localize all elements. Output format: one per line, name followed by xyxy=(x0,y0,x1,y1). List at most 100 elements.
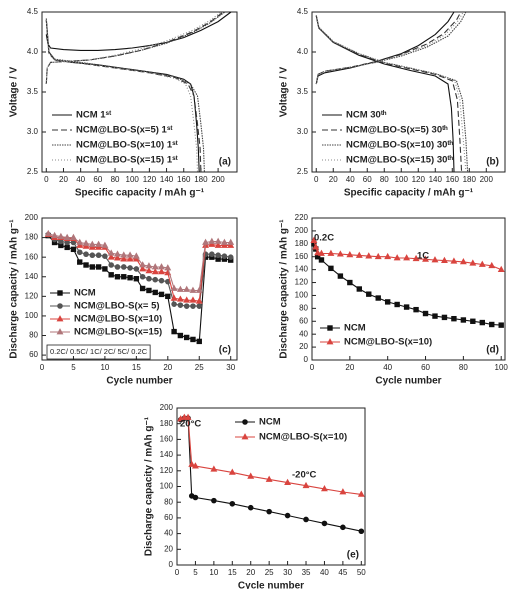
marker xyxy=(314,249,322,256)
marker xyxy=(412,254,420,262)
marker xyxy=(489,321,495,328)
marker xyxy=(152,276,159,283)
marker xyxy=(228,468,236,475)
y-tick-label: 100 xyxy=(25,311,39,320)
marker xyxy=(365,252,373,259)
y-tick-label: 80 xyxy=(164,497,173,506)
y-tick-label: 4.5 xyxy=(27,7,39,16)
y-tick-label: 120 xyxy=(295,278,309,287)
marker xyxy=(326,338,334,345)
marker xyxy=(183,303,190,309)
marker xyxy=(242,419,248,425)
x-tick-label: 5 xyxy=(71,363,76,372)
marker xyxy=(57,232,65,240)
marker xyxy=(158,268,165,275)
marker xyxy=(209,251,215,258)
y-tick-label: 100 xyxy=(160,482,174,491)
legend-label: NCM@LBO-S(x=10) 1ˢᵗ xyxy=(76,140,179,151)
marker xyxy=(158,263,165,270)
marker xyxy=(488,261,496,269)
marker xyxy=(64,244,70,251)
series-line xyxy=(315,11,469,173)
y-tick-label: 200 xyxy=(160,403,174,412)
marker xyxy=(284,512,291,519)
marker xyxy=(191,462,199,469)
x-axis-label: Cycle number xyxy=(375,376,441,387)
x-tick-label: 20 xyxy=(246,568,255,577)
y-axis-label: Discharge capacity / mAh g⁻¹ xyxy=(144,416,155,556)
annotation-box xyxy=(46,344,151,360)
y-tick-label: 60 xyxy=(164,513,173,522)
x-tick-label: 120 xyxy=(143,175,157,184)
x-tick-label: 80 xyxy=(459,363,468,372)
x-tick-label: 200 xyxy=(211,175,225,184)
y-tick-label: 2.5 xyxy=(297,167,309,176)
marker xyxy=(83,251,89,258)
marker xyxy=(176,285,184,292)
y-tick-label: 20 xyxy=(164,544,173,553)
marker xyxy=(211,497,217,504)
y-tick-label: 80 xyxy=(299,303,308,312)
series-line xyxy=(45,11,222,173)
marker xyxy=(145,262,153,269)
x-tick-label: 45 xyxy=(338,568,347,577)
marker xyxy=(321,485,328,492)
marker xyxy=(189,296,197,303)
marker xyxy=(284,478,292,485)
marker xyxy=(89,252,96,259)
x-tick-label: 15 xyxy=(228,568,237,577)
x-tick-label: 160 xyxy=(446,175,460,184)
legend-label: NCM@LBO-S(x=15) 1ˢᵗ xyxy=(76,155,179,166)
y-tick-label: 220 xyxy=(295,213,309,222)
y-tick-label: 40 xyxy=(164,529,173,538)
marker xyxy=(470,318,476,324)
marker xyxy=(120,251,128,258)
x-axis-label: Cycle number xyxy=(238,581,304,589)
y-tick-label: 4.0 xyxy=(297,47,309,56)
y-tick-label: 140 xyxy=(25,272,39,281)
x-tick-label: 50 xyxy=(357,568,366,577)
x-tick-label: 0 xyxy=(310,363,315,372)
marker xyxy=(132,252,140,259)
marker xyxy=(190,336,196,343)
marker xyxy=(479,319,485,326)
marker xyxy=(70,233,77,240)
marker xyxy=(107,249,115,256)
marker xyxy=(229,500,236,507)
legend-label: NCM@LBO-S(x=15) 30ᵗʰ xyxy=(346,155,453,166)
marker xyxy=(340,524,346,531)
marker xyxy=(164,264,172,271)
marker xyxy=(151,268,159,275)
x-tick-label: 200 xyxy=(480,175,494,184)
x-tick-label: 20 xyxy=(345,363,354,372)
x-tick-label: 0 xyxy=(40,363,45,372)
marker xyxy=(127,265,133,271)
y-tick-label: 0 xyxy=(304,355,309,364)
x-axis-label: Specific capacity / mAh g⁻¹ xyxy=(344,188,474,199)
panel-label: (b) xyxy=(486,157,499,168)
x-tick-label: 100 xyxy=(395,175,409,184)
marker xyxy=(63,233,71,240)
marker xyxy=(347,279,353,286)
marker xyxy=(214,241,222,248)
annotation: 20°C xyxy=(180,419,201,430)
marker xyxy=(302,481,310,489)
y-tick-label: 200 xyxy=(295,226,309,235)
marker xyxy=(460,317,467,323)
legend-label: NCM xyxy=(74,288,96,299)
marker xyxy=(120,255,128,262)
legend-label: NCM@LBO-S(x=5) 30ᵗʰ xyxy=(346,125,448,136)
marker xyxy=(189,286,197,293)
marker xyxy=(57,290,63,296)
x-tick-label: 120 xyxy=(412,175,426,184)
marker xyxy=(441,314,448,321)
x-tick-label: 5 xyxy=(193,568,198,577)
y-tick-label: 80 xyxy=(29,331,38,340)
y-tick-label: 3.0 xyxy=(27,127,39,136)
marker xyxy=(146,287,152,294)
marker xyxy=(171,328,177,335)
x-tick-label: 20 xyxy=(59,175,68,184)
marker xyxy=(196,303,203,309)
y-tick-label: 3.0 xyxy=(297,127,309,136)
